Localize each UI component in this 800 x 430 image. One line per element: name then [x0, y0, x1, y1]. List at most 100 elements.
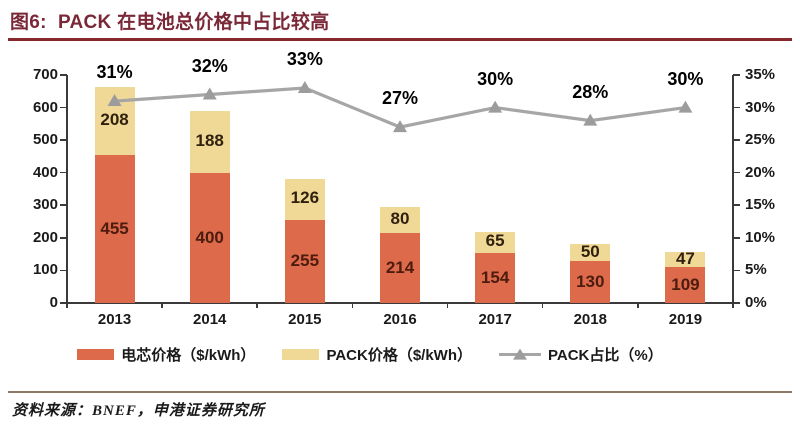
line-marker-triangle-icon [393, 120, 407, 133]
right-axis-tick-label: 15% [745, 196, 776, 214]
bar-label-cell: 109 [671, 275, 700, 295]
bar-label-pack: 80 [390, 209, 410, 229]
bar-label-cell: 400 [195, 227, 224, 247]
x-axis-tick [66, 303, 68, 308]
bar-segment-pack [380, 207, 420, 234]
right-axis-tick [733, 171, 740, 174]
left-axis-tick [60, 139, 67, 141]
bar-segment-cell [94, 154, 135, 303]
left-axis-tick [60, 204, 67, 206]
right-axis-tick [733, 106, 740, 109]
legend-label-pack-price: PACK价格（$/kWh） [326, 347, 472, 364]
right-axis-tick-label: 5% [745, 261, 767, 279]
right-axis-tick [733, 204, 740, 206]
bar-label-pack: 188 [195, 131, 224, 151]
right-axis-tick-label: 35% [745, 66, 776, 83]
bar-segment-cell [284, 219, 325, 303]
cell-price-swatch-icon [77, 349, 115, 360]
right-axis-tick [733, 74, 740, 76]
bar-segment-pack [284, 178, 325, 220]
left-axis-tick-label: 0 [49, 294, 58, 311]
right-axis-line [732, 75, 734, 304]
pack-share-line-swatch-icon [499, 348, 541, 360]
legend-item-pack-share: PACK占比（%） [499, 344, 663, 365]
line-marker-triangle-icon [297, 81, 312, 94]
left-axis-tick-label: 600 [32, 98, 58, 116]
bar-label-pack: 65 [485, 231, 505, 251]
right-axis-tick [733, 139, 740, 141]
legend-label-cell-price: 电芯价格（$/kWh） [121, 347, 256, 364]
right-axis-tick-label: 0% [745, 294, 767, 311]
left-axis-tick [60, 237, 67, 239]
left-axis-tick [60, 302, 67, 304]
left-axis-tick [60, 74, 67, 76]
bar-segment-cell [475, 252, 516, 303]
chart-legend: 电芯价格（$/kWh） PACK价格（$/kWh） PACK占比（%） [0, 344, 740, 365]
bar-segment-pack [570, 244, 611, 261]
pack-price-swatch-icon [282, 349, 320, 360]
bar-label-pack: 50 [580, 241, 600, 261]
bar-label-pack: 208 [100, 109, 129, 129]
bar-label-pack: 126 [290, 188, 320, 208]
legend-item-pack-price: PACK价格（$/kWh） [282, 344, 472, 365]
right-axis-tick-label: 30% [745, 98, 776, 116]
right-axis-tick-label: 20% [745, 163, 776, 181]
line-marker-triangle-icon [488, 100, 503, 113]
bar-segment-pack [189, 111, 230, 173]
x-axis-tick [541, 303, 544, 308]
legend-label-pack-share: PACK占比（%） [548, 347, 663, 364]
bar-segment-pack [475, 231, 516, 253]
bar-segment-cell [665, 267, 706, 303]
line-data-label: 30% [667, 68, 704, 89]
x-axis-category-label: 2017 [478, 311, 512, 328]
left-axis-tick [60, 269, 67, 272]
bar-label-pack: 47 [675, 248, 695, 268]
x-axis-category-label: 2013 [97, 311, 132, 328]
x-axis-tick [446, 303, 449, 308]
figure-title: 图6: PACK 在电池总价格中占比较高 [10, 12, 330, 33]
bar-label-cell: 214 [385, 258, 415, 278]
bar-segment-pack [665, 252, 706, 268]
line-marker-triangle-icon [202, 87, 217, 100]
line-data-label: 30% [477, 68, 514, 89]
line-marker-triangle-icon [678, 100, 693, 113]
left-axis-tick-label: 500 [32, 131, 58, 149]
left-axis-tick [60, 106, 67, 109]
bar-segment-cell [189, 172, 230, 303]
source-note: 资料来源：BNEF，申港证券研究所 [12, 403, 265, 419]
x-axis-tick [732, 303, 734, 308]
x-axis-tick [161, 303, 163, 308]
right-axis-tick [733, 237, 740, 239]
source-divider [8, 391, 792, 393]
bar-label-cell: 154 [480, 267, 510, 287]
line-data-label: 27% [381, 88, 419, 109]
left-axis-line [66, 75, 68, 304]
pack-share-line [107, 81, 693, 133]
left-axis-tick-label: 300 [32, 196, 58, 214]
x-axis-tick [637, 303, 639, 308]
legend-item-cell-price: 电芯价格（$/kWh） [77, 344, 255, 365]
title-divider [8, 38, 792, 41]
x-axis-category-label: 2019 [668, 311, 703, 328]
bar-segment-cell [570, 260, 611, 303]
line-data-label: 32% [191, 55, 228, 76]
x-axis-category-label: 2018 [573, 311, 607, 328]
left-axis-tick-label: 200 [32, 228, 58, 246]
x-axis-category-label: 2015 [288, 311, 322, 328]
x-axis-tick [256, 303, 258, 308]
x-axis-tick [351, 303, 354, 308]
x-axis-category-label: 2014 [193, 311, 227, 328]
bar-label-cell: 255 [290, 251, 320, 271]
line-data-label: 33% [286, 49, 323, 70]
left-axis-tick-label: 700 [32, 66, 58, 83]
line-data-label: 31% [96, 62, 133, 83]
right-axis-tick-label: 10% [745, 228, 776, 246]
line-marker-triangle-icon [583, 113, 598, 126]
right-axis-tick [733, 269, 740, 272]
line-data-label: 28% [572, 81, 609, 102]
left-axis-tick [60, 171, 67, 174]
left-axis-tick-label: 400 [32, 163, 58, 181]
bar-segment-cell [380, 233, 420, 303]
